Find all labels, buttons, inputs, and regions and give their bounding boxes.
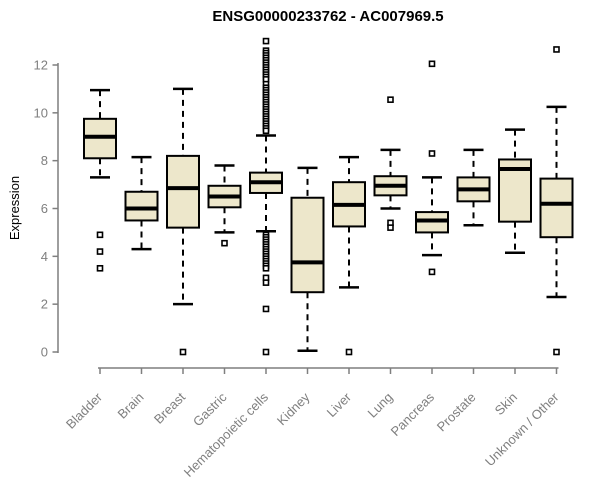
y-tick-label: 2 [41, 297, 48, 312]
x-tick-label: Lung [365, 390, 396, 421]
x-tick-label: Gastric [190, 389, 230, 429]
outlier-point [553, 348, 560, 356]
y-tick-label: 6 [41, 201, 48, 216]
outlier-point [428, 60, 436, 68]
x-tick-label: Bladder [63, 389, 106, 432]
iqr-box [290, 196, 325, 294]
x-tick-label: Breast [151, 389, 188, 426]
boxplot-brain [124, 155, 159, 251]
iqr-box [166, 154, 200, 229]
x-tick-label: Skin [492, 390, 520, 418]
boxplot-kidney [290, 166, 325, 353]
boxplot-breast [166, 87, 200, 356]
y-tick-label: 10 [34, 105, 48, 120]
iqr-box [124, 190, 159, 222]
outlier-point [262, 264, 270, 272]
outlier-point [262, 37, 270, 45]
outlier-point [262, 127, 270, 135]
chart-title: ENSG00000233762 - AC007969.5 [212, 8, 443, 25]
boxplot-bladder [83, 88, 117, 272]
x-tick-label: Brain [115, 390, 147, 422]
boxplot-liver [332, 155, 366, 356]
boxplot-lung [373, 96, 408, 231]
outlier-point [387, 224, 394, 231]
outlier-point [262, 279, 270, 286]
outlier-point [428, 268, 436, 276]
x-tick-label: Prostate [434, 390, 479, 435]
boxplot-hematopoietic-cells [249, 37, 283, 356]
y-tick-label: 12 [34, 58, 48, 73]
boxplot-unknown-other [539, 46, 574, 356]
y-tick-label: 4 [41, 249, 48, 264]
outlier-point [262, 305, 270, 313]
x-tick-label: Pancreas [388, 389, 438, 439]
outlier-point [428, 150, 436, 157]
outlier-point [96, 264, 104, 272]
x-tick-label: Unknown / Other [482, 389, 562, 469]
iqr-box [539, 177, 574, 239]
outlier-point [179, 348, 187, 356]
boxplot-gastric [207, 164, 242, 247]
y-axis-title: Expression [7, 176, 22, 240]
outlier-point [345, 348, 353, 356]
outlier-point [553, 46, 560, 53]
boxplot-pancreas [415, 60, 449, 276]
outlier-point [96, 231, 104, 239]
outlier-point [387, 96, 394, 103]
y-tick-label: 8 [41, 153, 48, 168]
boxplot-prostate [456, 148, 491, 227]
outlier-point [262, 348, 270, 356]
y-tick-label: 0 [41, 345, 48, 360]
x-tick-label: Liver [324, 389, 355, 420]
x-tick-label: Kidney [274, 389, 313, 428]
boxes-layer [83, 37, 574, 356]
outlier-point [221, 239, 228, 247]
boxplot-skin [498, 128, 532, 254]
outlier-point [96, 248, 104, 255]
